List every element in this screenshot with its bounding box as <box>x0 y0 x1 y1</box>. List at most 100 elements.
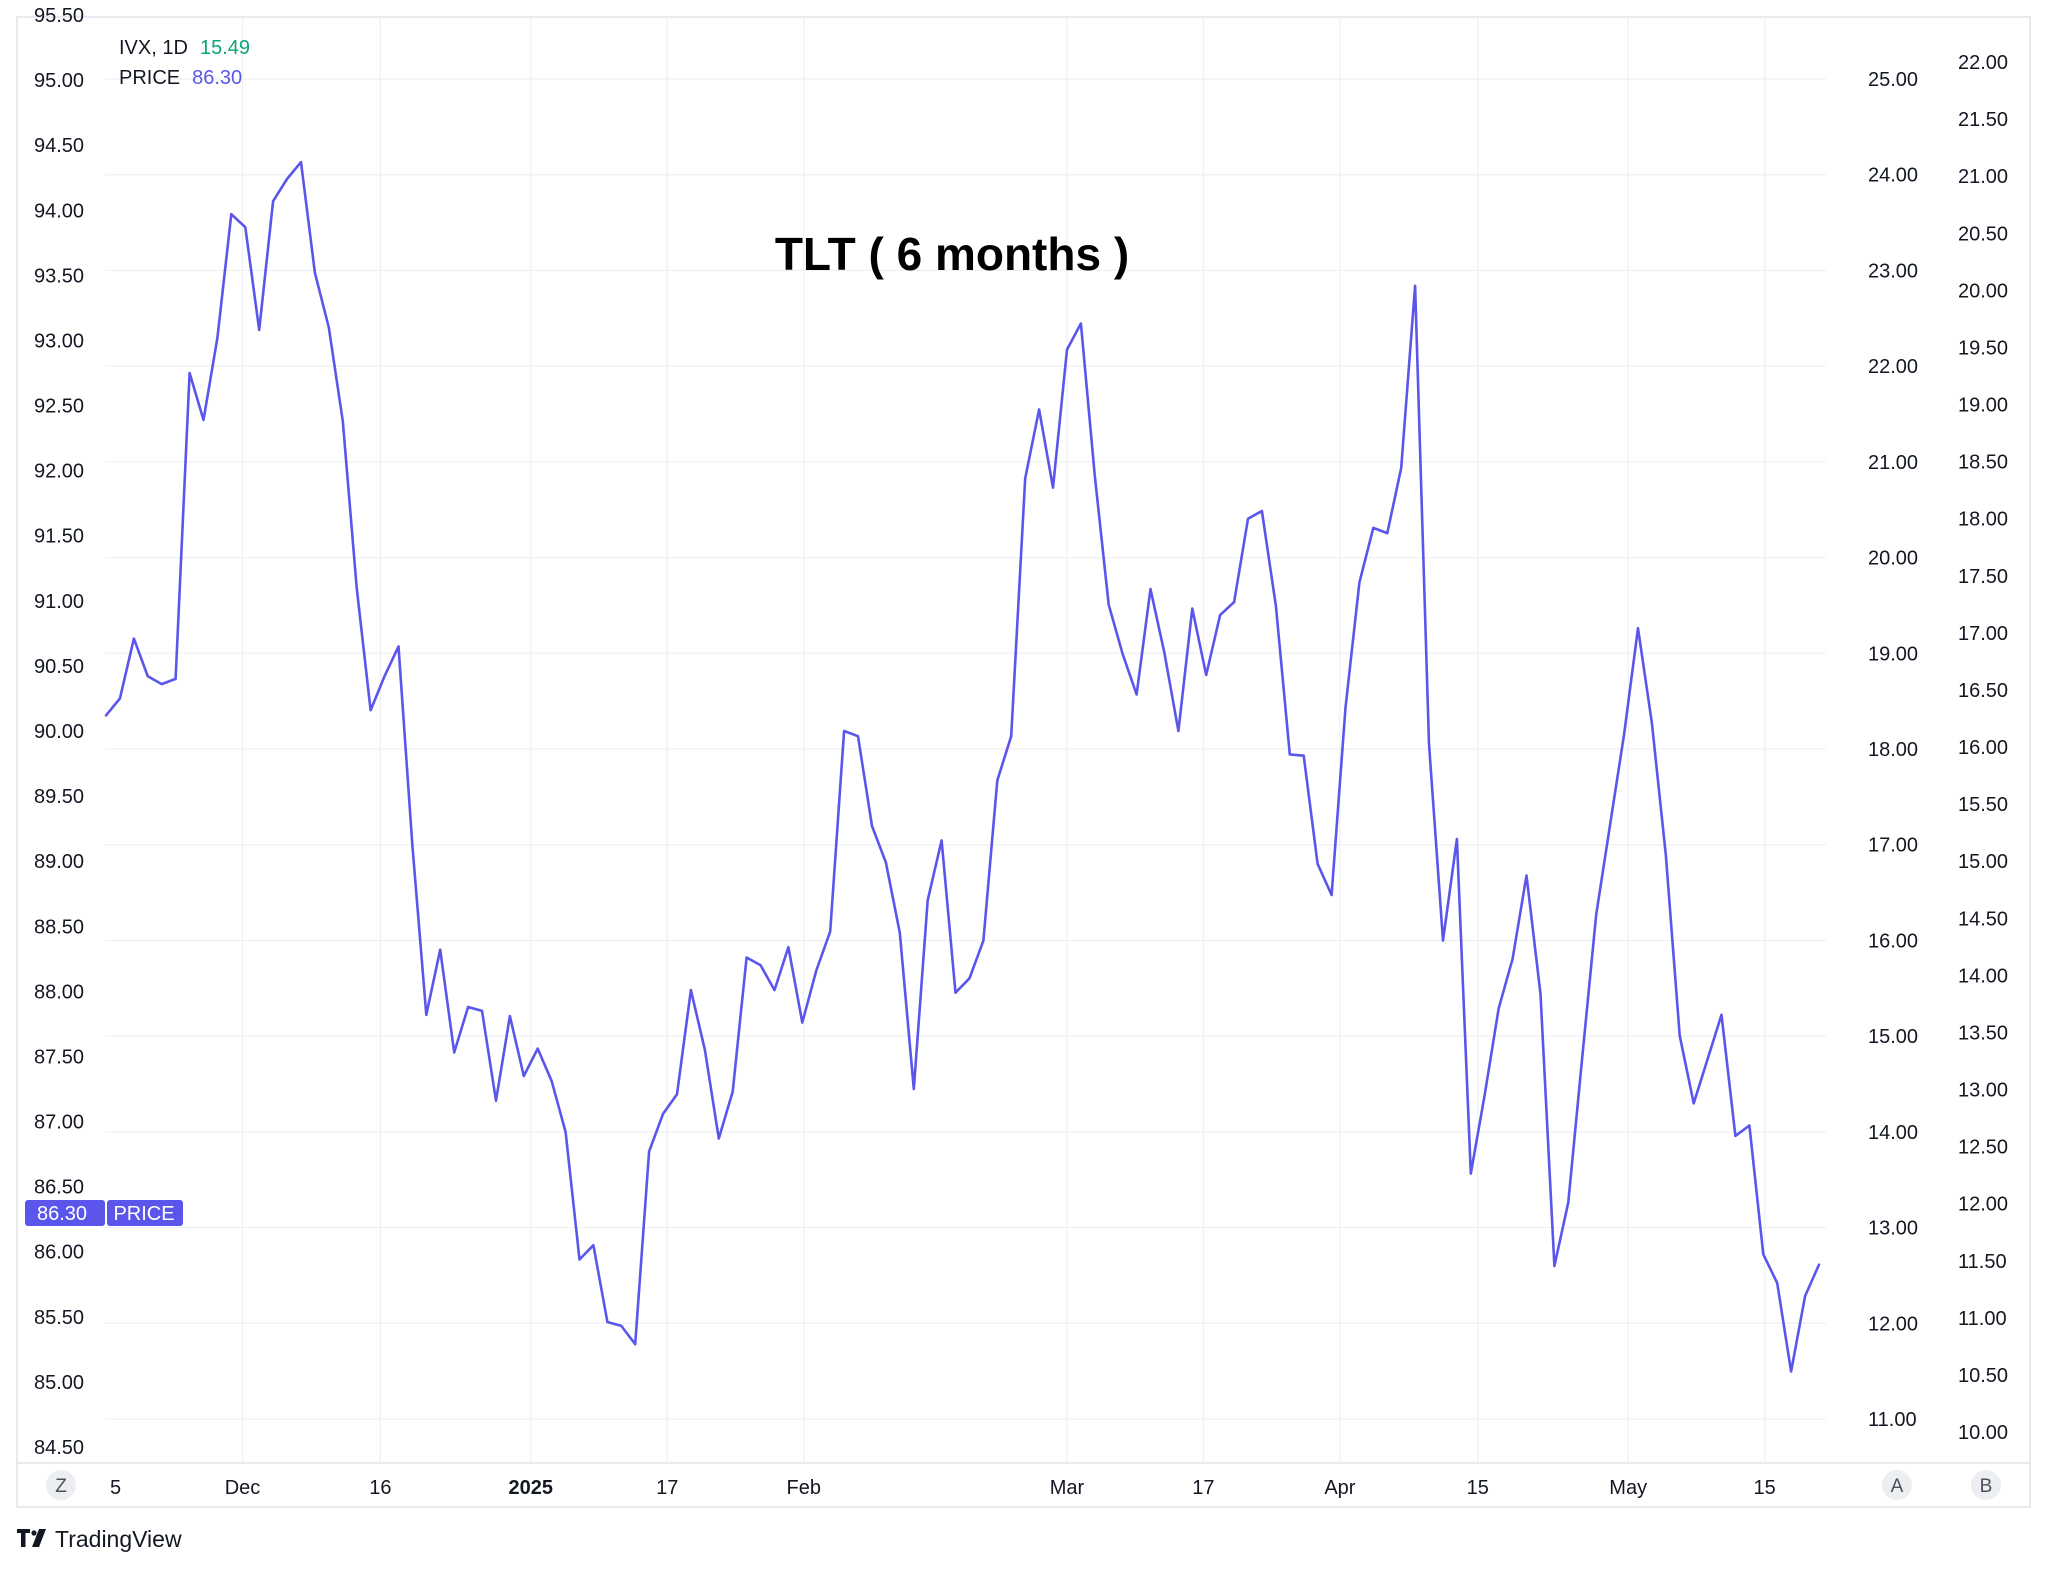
right-axis-tick-label: 13.00 <box>1958 1080 2008 1102</box>
right-axis-tick-label: 19.00 <box>1958 395 2008 417</box>
time-axis-tick-label: Apr <box>1324 1477 1355 1499</box>
price-point <box>578 1258 580 1260</box>
ivx-axis-tick-label: 12.00 <box>1868 1313 1918 1335</box>
price-point <box>1553 1265 1555 1267</box>
left-axis-tick-label: 94.50 <box>34 135 84 157</box>
price-point <box>704 1049 706 1051</box>
right-axis-tick-label: 10.00 <box>1958 1422 2008 1444</box>
price-point <box>606 1321 608 1323</box>
price-point <box>383 675 385 677</box>
price-point <box>523 1075 525 1077</box>
price-point <box>1372 527 1374 529</box>
price-point <box>537 1047 539 1049</box>
price-point <box>648 1150 650 1152</box>
price-point <box>1247 518 1249 520</box>
ivx-axis-tick-label: 18.00 <box>1868 739 1918 761</box>
price-point <box>105 714 107 716</box>
right-axis-tick-label: 16.50 <box>1958 680 2008 702</box>
b-button-bg[interactable] <box>1971 1470 2001 1500</box>
price-point <box>1358 581 1360 583</box>
price-badge[interactable]: 86.30 PRICE <box>25 1200 183 1226</box>
left-axis-tick-label: 92.00 <box>34 461 84 483</box>
left-axis-tick-label: 88.00 <box>34 981 84 1003</box>
right-axis-tick-label: 18.00 <box>1958 509 2008 531</box>
price-point <box>620 1325 622 1327</box>
price-series-line <box>104 160 1821 1373</box>
price-point <box>1567 1201 1569 1203</box>
right-axis-tick-label: 20.00 <box>1958 280 2008 302</box>
price-point <box>1748 1124 1750 1126</box>
right-axis-tick-label: 19.50 <box>1958 337 2008 359</box>
legend[interactable]: IVX, 1D 15.49 PRICE 86.30 <box>119 37 250 89</box>
price-point <box>899 932 901 934</box>
price-point <box>1108 604 1110 606</box>
time-axis[interactable]: 5 Dec 16 2025 17 Feb Mar 17 Apr 15 May 15 <box>110 1477 1776 1499</box>
price-point <box>815 969 817 971</box>
price-point <box>1066 348 1068 350</box>
time-axis-tick-label: 5 <box>110 1477 121 1499</box>
legend-symbol-line: IVX, 1D 15.49 <box>119 37 250 59</box>
right-axis-tick-label: 13.50 <box>1958 1022 2008 1044</box>
time-axis-tick-label: 15 <box>1467 1477 1489 1499</box>
legend-ivx-value: 15.49 <box>200 37 250 59</box>
price-point <box>551 1080 553 1082</box>
price-point <box>1665 854 1667 856</box>
auto-button-bg[interactable] <box>1882 1470 1912 1500</box>
price-point <box>1539 993 1541 995</box>
price-badge-value-bg <box>25 1200 105 1226</box>
price-point <box>871 825 873 827</box>
right-axis[interactable]: 10.00 10.50 11.00 11.50 12.00 12.50 13.00 13.50… <box>1958 52 2008 1444</box>
price-point <box>1149 588 1151 590</box>
bottom-left-button[interactable]: Z <box>46 1470 76 1500</box>
price-point <box>356 587 358 589</box>
tradingview-brand[interactable]: TradingView <box>17 1526 182 1552</box>
price-point <box>1094 475 1096 477</box>
left-axis-tick-label: 91.00 <box>34 591 84 613</box>
left-axis-tick-label: 94.00 <box>34 200 84 222</box>
price-point <box>425 1014 427 1016</box>
price-point <box>1623 734 1625 736</box>
left-axis-tick-label: 95.00 <box>34 70 84 92</box>
price-point <box>509 1015 511 1017</box>
price-point <box>397 645 399 647</box>
price-point <box>1219 614 1221 616</box>
price-point <box>1052 486 1054 488</box>
price-point <box>829 930 831 932</box>
price-point <box>1609 824 1611 826</box>
price-point <box>161 683 163 685</box>
price-point <box>759 964 761 966</box>
left-price-axis[interactable]: 84.50 85.00 85.50 86.00 86.50 87.00 87.50 88.00… <box>34 5 84 1459</box>
price-point <box>1776 1282 1778 1284</box>
price-point <box>1511 958 1513 960</box>
price-point <box>174 678 176 680</box>
ivx-axis-tick-label: 22.00 <box>1868 356 1918 378</box>
price-point <box>1177 730 1179 732</box>
price-point <box>286 178 288 180</box>
price-point <box>1498 1007 1500 1009</box>
left-axis-tick-label: 89.50 <box>34 786 84 808</box>
price-point <box>1010 735 1012 737</box>
price-point <box>369 709 371 711</box>
right-axis-tick-label: 15.00 <box>1958 851 2008 873</box>
legend-price-line: PRICE 86.30 <box>119 67 242 89</box>
price-point <box>1734 1135 1736 1137</box>
b-scale-button[interactable]: B <box>1971 1470 2001 1500</box>
ivx-axis[interactable]: 11.00 12.00 13.00 14.00 15.00 16.00 17.00 18.00… <box>1868 69 1918 1431</box>
right-axis-tick-label: 12.50 <box>1958 1137 2008 1159</box>
price-badge-value: 86.30 <box>37 1203 87 1225</box>
price-point <box>857 735 859 737</box>
price-point <box>1024 477 1026 479</box>
z-button-bg[interactable] <box>46 1470 76 1500</box>
price-point <box>1428 743 1430 745</box>
price-point <box>1414 285 1416 287</box>
z-button-label: Z <box>55 1476 67 1497</box>
auto-scale-button[interactable]: A <box>1882 1470 1912 1500</box>
price-badge-label: PRICE <box>113 1203 174 1225</box>
ivx-axis-tick-label: 16.00 <box>1868 930 1918 952</box>
ivx-axis-tick-label: 17.00 <box>1868 835 1918 857</box>
price-point <box>662 1113 664 1115</box>
price-point <box>1080 322 1082 324</box>
chart-frame <box>16 16 2031 1508</box>
